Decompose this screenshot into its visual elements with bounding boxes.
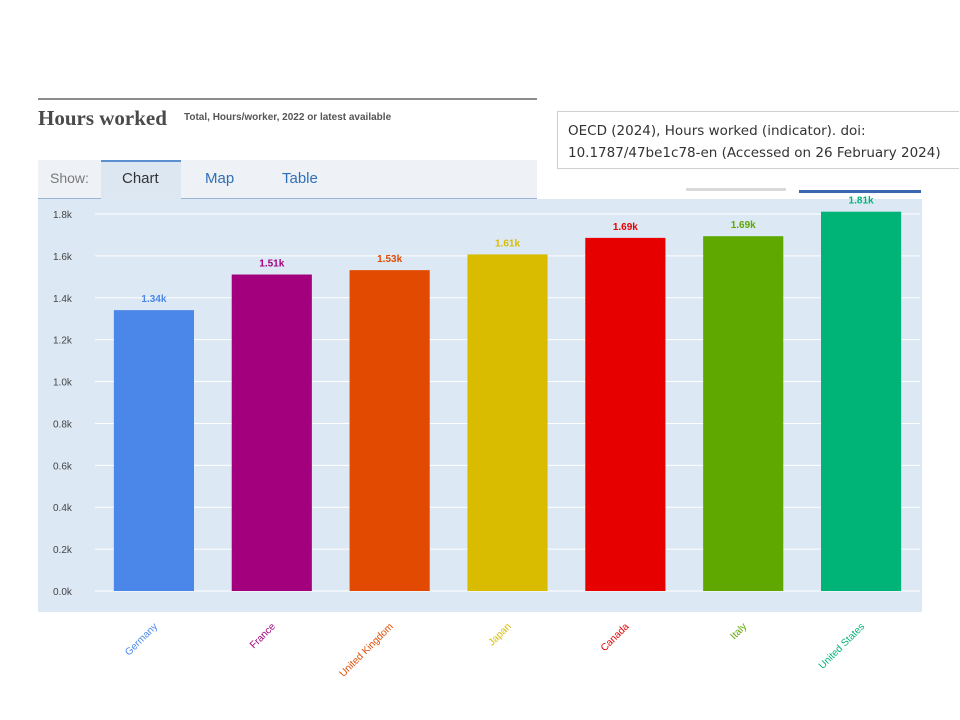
tab-bar: Show: Chart Map Table [38, 160, 537, 199]
data-label: 1.61k [495, 238, 520, 249]
data-label: 1.69k [731, 220, 756, 231]
page-title: Hours worked [38, 106, 167, 130]
y-tick-label: 0.2k [53, 545, 73, 556]
bar-japan[interactable] [467, 254, 548, 591]
x-tick-label: Germany [123, 621, 160, 658]
x-tick-label: United Kingdom [338, 621, 396, 679]
page-subtitle: Total, Hours/worker, 2022 or latest avai… [184, 112, 392, 123]
bar-united-states[interactable] [821, 211, 902, 591]
bar-germany[interactable] [113, 310, 194, 591]
y-tick-label: 1.8k [53, 210, 73, 221]
y-tick-label: 0.6k [53, 461, 73, 472]
citation-box: OECD (2024), Hours worked (indicator). d… [557, 111, 959, 169]
y-tick-label: 1.6k [53, 252, 73, 263]
x-tick-label: United States [817, 621, 867, 671]
tab-map[interactable]: Map [205, 170, 235, 187]
x-tick-label: Japan [487, 621, 514, 648]
x-axis: Germany France United Kingdom Japan Canada It… [123, 621, 867, 679]
y-tick-label: 0.0k [53, 587, 73, 598]
citation-line-1: OECD (2024), Hours worked (indicator). d… [568, 123, 866, 139]
y-tick-label: 1.4k [53, 294, 73, 305]
y-tick-label: 0.8k [53, 419, 73, 430]
y-tick-label: 1.2k [53, 336, 73, 347]
x-tick-label: Canada [599, 621, 632, 654]
bar-italy[interactable] [703, 236, 784, 591]
y-tick-label: 1.0k [53, 378, 73, 389]
show-label: Show: [50, 170, 89, 186]
data-label: 1.81k [849, 196, 874, 207]
tab-chart[interactable]: Chart [122, 170, 159, 187]
data-label: 1.51k [259, 259, 284, 270]
bar-canada[interactable] [585, 237, 666, 592]
data-label: 1.69k [613, 222, 638, 233]
toolbar-strip-gray [686, 188, 786, 191]
bar-united-kingdom[interactable] [349, 270, 430, 591]
data-label: 1.53k [377, 254, 402, 265]
active-tab-highlight [101, 160, 181, 199]
bar-france[interactable] [231, 274, 312, 591]
x-tick-label: Italy [729, 621, 750, 642]
data-label: 1.34k [141, 294, 166, 305]
y-tick-label: 0.4k [53, 503, 73, 514]
citation-line-2: 10.1787/47be1c78-en (Accessed on 26 Febr… [568, 145, 941, 161]
toolbar-strip-blue [799, 190, 921, 193]
y-axis: 0.0k 0.2k 0.4k 0.6k 0.8k 1.0k 1.2k 1.4k 1.6k 1.8k [53, 210, 73, 598]
header-rule [38, 98, 537, 100]
tab-table[interactable]: Table [282, 170, 318, 187]
x-tick-label: France [248, 621, 278, 651]
data-labels: 1.34k 1.51k 1.53k 1.61k 1.69k 1.69k 1.81k [141, 196, 874, 305]
bars [113, 211, 902, 592]
